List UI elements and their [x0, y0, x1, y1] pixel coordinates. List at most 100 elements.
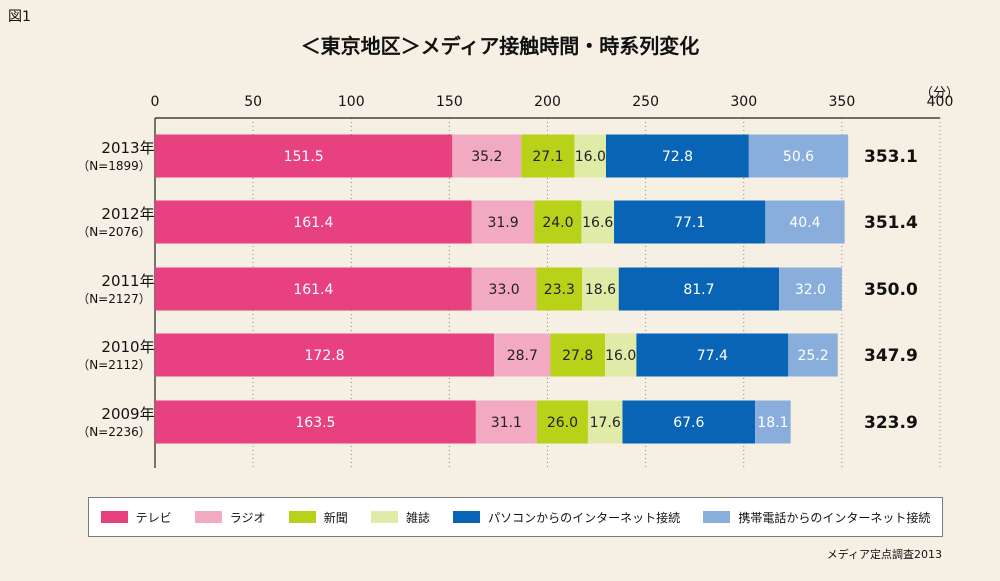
legend-item: パソコンからのインターネット接続 [453, 509, 680, 526]
legend-swatch [194, 511, 222, 523]
legend-label: テレビ [135, 510, 172, 525]
bar-segment [618, 267, 780, 311]
y-category-label: 2012年 [101, 205, 154, 223]
x-tick-label: 150 [436, 94, 463, 110]
legend-item: ラジオ [194, 509, 266, 526]
y-category-label: 2011年 [101, 272, 154, 290]
legend-item: 雑誌 [370, 509, 430, 526]
y-category-label: 2010年 [101, 338, 154, 356]
source-note: メディア定点調査2013 [826, 548, 942, 561]
bar-segment [536, 400, 588, 444]
bar-segment [155, 200, 472, 244]
data-label: 32.0 [795, 282, 826, 298]
legend-swatch [100, 511, 128, 523]
sample-size-label: （N=2236） [77, 425, 151, 439]
data-label: 31.9 [487, 215, 518, 231]
x-tick-label: 200 [534, 94, 561, 110]
data-label: 163.5 [295, 415, 335, 431]
bar-segment [765, 200, 845, 244]
figure-label: 図1 [8, 9, 31, 25]
x-tick-label: 50 [244, 94, 262, 110]
legend-label: ラジオ [229, 510, 266, 525]
y-category-label: 2013年 [101, 139, 154, 157]
data-label: 16.6 [582, 215, 613, 231]
total-label: 350.0 [864, 280, 918, 300]
bar-segment [534, 200, 582, 244]
data-label: 77.4 [697, 348, 728, 364]
bar-segment [155, 267, 472, 311]
data-label: 24.0 [542, 215, 573, 231]
bar-segment [155, 333, 495, 377]
legend-item: 携帯電話からのインターネット接続 [703, 509, 930, 526]
data-label: 27.1 [532, 149, 563, 165]
legend-label: パソコンからのインターネット接続 [488, 510, 681, 525]
data-label: 28.7 [507, 348, 538, 364]
bar-segment [587, 400, 623, 444]
total-label: 353.1 [864, 147, 918, 167]
legend-swatch [703, 511, 731, 523]
sample-size-label: （N=2076） [77, 225, 151, 239]
data-label: 40.4 [789, 215, 820, 231]
bar-segment [536, 267, 583, 311]
data-label: 16.0 [575, 149, 606, 165]
unit-label: （分） [920, 86, 960, 101]
sample-size-label: （N=2127） [77, 292, 151, 306]
bar-segment [605, 134, 749, 178]
bar-segment [581, 200, 615, 244]
data-label: 172.8 [305, 348, 345, 364]
x-tick-label: 250 [632, 94, 659, 110]
data-label: 81.7 [683, 282, 714, 298]
y-category-label: 2009年 [101, 405, 154, 423]
x-tick-label: 0 [151, 94, 160, 110]
data-label: 50.6 [783, 149, 814, 165]
bar-segment [582, 267, 619, 311]
data-label: 27.8 [562, 348, 593, 364]
sample-size-label: （N=1899） [77, 159, 151, 173]
bar-segment [779, 267, 842, 311]
bar-segment [471, 200, 535, 244]
legend-item: 新聞 [288, 509, 348, 526]
data-label: 23.3 [544, 282, 575, 298]
legend-label: 雑誌 [405, 510, 430, 525]
legend-item: テレビ [100, 509, 172, 526]
data-label: 18.1 [757, 415, 788, 431]
bar-segment [521, 134, 575, 178]
data-label: 67.6 [673, 415, 704, 431]
data-label: 72.8 [662, 149, 693, 165]
bar-segment [788, 333, 838, 377]
data-label: 25.2 [797, 348, 828, 364]
x-tick-label: 400 [927, 94, 954, 110]
data-label: 161.4 [293, 282, 333, 298]
bar-segment [155, 400, 476, 444]
chart-title: ＜東京地区＞メディア接触時間・時系列変化 [300, 34, 700, 58]
data-label: 151.5 [284, 149, 324, 165]
stacked-bar-chart: 0 50 100 150 200 250 300 350 400 151.5 35.2 27.1 16.… [77, 94, 954, 468]
bar-segment [748, 134, 849, 178]
data-label: 16.0 [605, 348, 636, 364]
total-label: 351.4 [864, 213, 918, 233]
data-label: 35.2 [471, 149, 502, 165]
data-label: 33.0 [489, 282, 520, 298]
data-label: 26.0 [547, 415, 578, 431]
bar-segment [475, 400, 537, 444]
x-tick-label: 100 [338, 94, 365, 110]
sample-size-label: （N=2112） [77, 358, 151, 372]
bar-segment [471, 267, 537, 311]
legend-label: 新聞 [323, 510, 348, 525]
data-label: 17.6 [590, 415, 621, 431]
bar-segment [494, 333, 551, 377]
x-tick-label: 300 [730, 94, 757, 110]
data-label: 77.1 [674, 215, 705, 231]
bar-segment [605, 333, 637, 377]
legend: テレビ ラジオ 新聞 雑誌 パソコンからのインターネット接続 携帯電話からのインターネット… [88, 497, 943, 537]
legend-swatch [288, 511, 316, 523]
data-label: 18.6 [585, 282, 616, 298]
data-label: 31.1 [491, 415, 522, 431]
total-label: 323.9 [864, 413, 918, 433]
data-label: 161.4 [293, 215, 333, 231]
legend-label: 携帯電話からのインターネット接続 [738, 510, 931, 525]
legend-swatch [370, 511, 398, 523]
bar-segment [574, 134, 606, 178]
legend-swatch [453, 511, 481, 523]
bar-segment [452, 134, 522, 178]
